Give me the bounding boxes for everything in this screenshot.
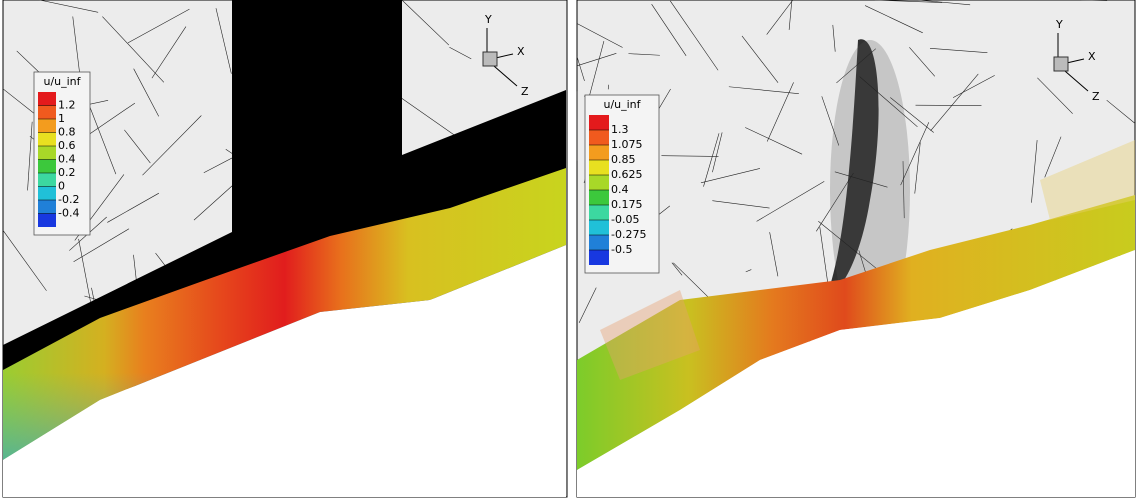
legend-swatch	[38, 187, 56, 201]
legend-swatch	[38, 160, 56, 174]
legend-swatch	[589, 235, 609, 250]
legend-label: -0.2	[58, 193, 79, 206]
legend-label: -0.5	[611, 243, 632, 256]
right-panel	[577, 0, 1135, 497]
legend-label: 0.175	[611, 198, 643, 211]
legend-swatch	[589, 145, 609, 160]
legend-swatch	[589, 190, 609, 205]
legend-swatch	[589, 205, 609, 220]
legend-label: 0	[58, 180, 65, 193]
legend-swatch	[589, 220, 609, 235]
legend-swatch	[38, 146, 56, 160]
axis-cube	[483, 52, 497, 66]
legend-label: 1	[58, 112, 65, 125]
axis-label: X	[1088, 50, 1096, 63]
legend: u/u_inf 1.210.80.60.40.20-0.2-0.4	[34, 72, 90, 235]
legend-swatch	[38, 200, 56, 214]
legend-label: 0.4	[611, 183, 629, 196]
legend-label: 0.6	[58, 139, 76, 152]
axis-label: Z	[521, 85, 529, 98]
legend-swatch	[38, 106, 56, 120]
legend-label: 1.075	[611, 138, 643, 151]
legend-swatch	[589, 175, 609, 190]
legend-label: 0.85	[611, 153, 636, 166]
legend-swatch	[38, 119, 56, 133]
legend-label: 0.625	[611, 168, 643, 181]
legend-label: 1.3	[611, 123, 629, 136]
legend-label: 1.2	[58, 99, 76, 112]
axis-label: Y	[484, 13, 492, 26]
axis-label: Y	[1055, 18, 1063, 31]
legend-label: 0.4	[58, 153, 76, 166]
axis-label: Z	[1092, 90, 1100, 103]
legend-label: -0.05	[611, 213, 639, 226]
legend-swatch	[589, 130, 609, 145]
legend: u/u_inf 1.3 1.075 0.85 0.625 0.4 0.175 -0.05 -0.…	[585, 95, 659, 273]
legend-swatch	[38, 214, 56, 228]
legend-title: u/u_inf	[43, 75, 81, 88]
legend-label: -0.275	[611, 228, 646, 241]
legend-label: -0.4	[58, 207, 79, 220]
axis-label: X	[517, 45, 525, 58]
legend-title: u/u_inf	[603, 98, 641, 111]
legend-swatch	[589, 250, 609, 265]
figure: u/u_inf1.210.80.60.40.20-0.2-0.4YXZu/u_i…	[0, 0, 1136, 500]
legend-swatch	[38, 92, 56, 106]
legend-swatch	[589, 160, 609, 175]
legend-swatch	[38, 173, 56, 187]
legend-swatch	[589, 115, 609, 130]
legend-label: 0.8	[58, 126, 76, 139]
page: u/u_inf1.210.80.60.40.20-0.2-0.4YXZu/u_i…	[0, 0, 1136, 500]
legend-label: 0.2	[58, 166, 76, 179]
axis-cube	[1054, 57, 1068, 71]
legend-swatch	[38, 133, 56, 147]
